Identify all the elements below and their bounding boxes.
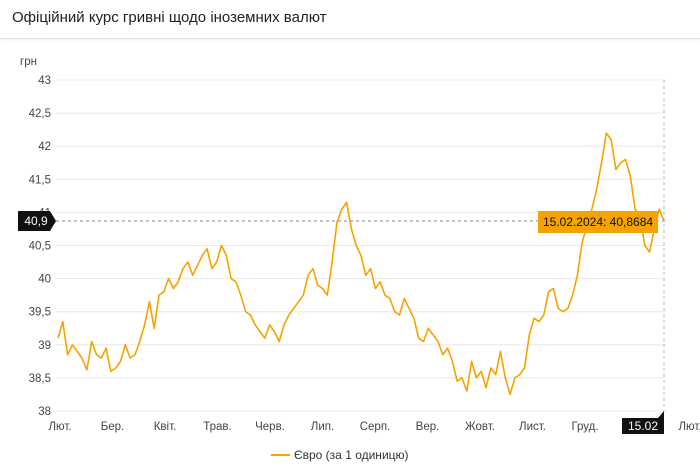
x-tick-label: Груд. [571,421,598,433]
x-tick-label: Лип. [311,421,334,433]
tooltip-text: 15.02.2024: 40,8684 [543,215,653,229]
chart-grid [56,79,666,412]
x-tick-label: Черв. [255,421,285,433]
legend[interactable]: Євро (за 1 одиницю) [271,448,409,462]
x-tick-label: Вер. [416,421,440,433]
legend-label[interactable]: Євро (за 1 одиницю) [294,448,409,462]
euro-rate-line[interactable] [57,132,665,396]
y-tick-label: 43 [38,75,51,87]
x-axis-ticks: Лют. Бер. Квіт. Трав. Черв. Лип. Серп. Вер. Жовт… [48,421,700,433]
series-layer [57,132,665,396]
crosshair-x-label: 15.02 [622,411,664,434]
hover-overlay: 40,9 15.02.2024: 40,8684 15.02 [18,80,666,434]
y-tick-label: 39 [38,340,51,352]
page-title: Офіційний курс гривні щодо іноземних вал… [12,9,327,26]
y-axis-unit-label: грн [20,56,37,68]
x-tick-label: Лист. [519,421,546,433]
x-tick-label: Лют. [678,421,700,433]
y-tick-label: 42 [38,141,51,153]
y-tick-label: 40 [38,274,51,286]
y-tick-label: 39,5 [29,307,51,319]
y-tick-label: 40,5 [29,241,51,253]
crosshair-x-value: 15.02 [628,419,658,433]
crosshair-y-value: 40,9 [24,214,48,228]
header-bar: Офіційний курс гривні щодо іноземних вал… [0,0,700,39]
x-tick-label: Лют. [48,421,71,433]
y-tick-label: 41,5 [29,174,51,186]
x-tick-label: Серп. [360,421,391,433]
y-tick-label: 38,5 [29,373,51,385]
x-tick-label: Бер. [101,421,125,433]
y-tick-label: 42,5 [29,108,51,120]
y-tick-label: 38 [38,406,51,418]
tooltip: 15.02.2024: 40,8684 [538,211,658,234]
crosshair-y-label: 40,9 [18,211,56,232]
tooltip-box [538,211,658,234]
x-tick-label: Жовт. [465,421,495,433]
x-tick-label: Трав. [203,421,231,433]
x-tick-label: Квіт. [154,421,177,433]
